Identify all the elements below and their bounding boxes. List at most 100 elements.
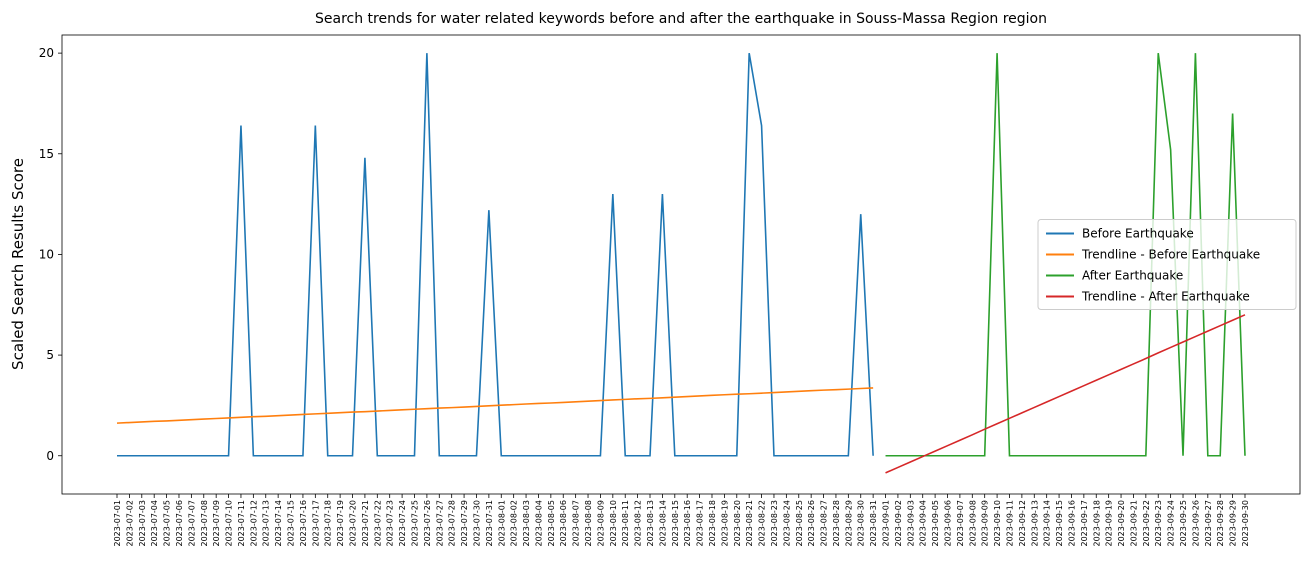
x-tick-label: 2023-08-06 — [559, 500, 568, 547]
x-tick-label: 2023-09-18 — [1092, 500, 1101, 547]
plot-frame — [61, 34, 1301, 495]
x-tick-label: 2023-07-04 — [150, 500, 159, 547]
x-tick-label: 2023-07-26 — [423, 500, 432, 547]
x-tick-label: 2023-09-07 — [956, 500, 965, 547]
x-tick-label: 2023-08-11 — [621, 500, 630, 547]
x-tick-label: 2023-08-10 — [609, 500, 618, 547]
x-tick-label: 2023-07-28 — [448, 500, 457, 547]
legend-label: Trendline - Before Earthquake — [1081, 248, 1260, 262]
x-tick-label: 2023-08-14 — [658, 500, 667, 547]
x-tick-label: 2023-07-24 — [398, 500, 407, 547]
y-tick-label: 15 — [39, 147, 54, 161]
x-tick-label: 2023-08-30 — [857, 500, 866, 547]
legend-label: After Earthquake — [1082, 269, 1183, 283]
x-tick-label: 2023-07-27 — [435, 500, 444, 547]
x-tick-label: 2023-09-20 — [1117, 500, 1126, 547]
x-tick-label: 2023-08-17 — [696, 500, 705, 547]
legend: Before Earthquake Trendline - Before Eart… — [1037, 219, 1297, 310]
x-tick-label: 2023-08-01 — [497, 500, 506, 547]
x-tick-label: 2023-07-01 — [113, 500, 122, 547]
x-tick-label: 2023-07-14 — [274, 500, 283, 547]
x-tick-label: 2023-09-09 — [981, 500, 990, 547]
x-tick-label: 2023-07-06 — [175, 500, 184, 547]
x-tick-label: 2023-09-29 — [1229, 500, 1238, 547]
x-tick-label: 2023-09-03 — [906, 500, 915, 547]
x-tick-label: 2023-08-18 — [708, 500, 717, 547]
x-tick-label: 2023-07-23 — [386, 500, 395, 547]
x-tick-label: 2023-07-19 — [336, 500, 345, 547]
x-tick-label: 2023-09-11 — [1005, 500, 1014, 547]
x-tick-label: 2023-07-30 — [472, 500, 481, 547]
x-tick-label: 2023-07-31 — [485, 500, 494, 547]
x-tick-label: 2023-08-03 — [522, 500, 531, 547]
x-tick-label: 2023-07-10 — [225, 500, 234, 547]
x-tick-label: 2023-07-21 — [361, 500, 370, 547]
x-tick-label: 2023-09-06 — [944, 500, 953, 547]
x-tick-label: 2023-09-28 — [1216, 500, 1225, 547]
x-tick-label: 2023-08-27 — [820, 500, 829, 547]
x-tick-label: 2023-07-05 — [163, 500, 172, 547]
x-tick-label: 2023-09-21 — [1129, 500, 1138, 547]
x-tick-label: 2023-09-16 — [1067, 500, 1076, 547]
x-tick-label: 2023-08-05 — [547, 500, 556, 547]
series-line — [885, 314, 1246, 474]
x-tick-label: 2023-07-29 — [460, 500, 469, 547]
y-tick-label: 20 — [39, 46, 54, 60]
x-tick-label: 2023-08-09 — [596, 500, 605, 547]
x-tick-label: 2023-07-16 — [299, 500, 308, 547]
legend-label: Before Earthquake — [1082, 227, 1194, 241]
x-tick-label: 2023-08-15 — [671, 500, 680, 547]
x-tick-label: 2023-08-13 — [646, 500, 655, 547]
x-tick-label: 2023-08-20 — [733, 500, 742, 547]
x-tick-label: 2023-08-16 — [683, 500, 692, 547]
y-axis-label: Scaled Search Results Score — [9, 158, 27, 370]
x-tick-label: 2023-09-13 — [1030, 500, 1039, 547]
x-tick-label: 2023-07-15 — [287, 500, 296, 547]
x-tick-label: 2023-09-08 — [968, 500, 977, 547]
x-tick-label: 2023-07-02 — [125, 500, 134, 547]
x-tick-label: 2023-07-07 — [187, 500, 196, 547]
legend-label: Trendline - After Earthquake — [1081, 290, 1250, 304]
x-tick-label: 2023-09-17 — [1080, 500, 1089, 547]
x-tick-label: 2023-07-03 — [138, 500, 147, 547]
y-tick-label: 5 — [46, 348, 54, 362]
x-tick-label: 2023-09-27 — [1204, 500, 1213, 547]
x-tick-label: 2023-08-24 — [782, 500, 791, 547]
x-tick-label: 2023-09-04 — [919, 500, 928, 547]
x-tick-label: 2023-09-19 — [1105, 500, 1114, 547]
x-tick-label: 2023-08-22 — [758, 500, 767, 547]
x-tick-label: 2023-07-18 — [324, 500, 333, 547]
x-tick-label: 2023-07-25 — [410, 500, 419, 547]
x-tick-label: 2023-08-04 — [534, 500, 543, 547]
x-tick-label: 2023-08-08 — [584, 500, 593, 547]
x-tick-label: 2023-09-23 — [1154, 500, 1163, 547]
x-tick-label: 2023-07-08 — [200, 500, 209, 547]
x-tick-label: 2023-09-24 — [1167, 500, 1176, 547]
x-tick-label: 2023-08-26 — [807, 500, 816, 547]
y-tick-label: 10 — [39, 247, 54, 261]
x-tick-label: 2023-08-29 — [844, 500, 853, 547]
legend-box — [1037, 219, 1297, 310]
x-tick-label: 2023-09-15 — [1055, 500, 1064, 547]
series-line — [885, 53, 1246, 457]
x-tick-label: 2023-09-30 — [1241, 500, 1250, 547]
x-tick-label: 2023-09-26 — [1191, 500, 1200, 547]
x-tick-label: 2023-07-12 — [249, 500, 258, 547]
x-tick-label: 2023-08-28 — [832, 500, 841, 547]
x-tick-label: 2023-08-25 — [795, 500, 804, 547]
x-tick-label: 2023-08-31 — [869, 500, 878, 547]
x-tick-label: 2023-09-10 — [993, 500, 1002, 547]
x-tick-label: 2023-09-05 — [931, 500, 940, 547]
x-tick-label: 2023-09-02 — [894, 500, 903, 547]
y-tick-label: 0 — [46, 449, 54, 463]
x-tick-label: 2023-09-22 — [1142, 500, 1151, 547]
x-tick-label: 2023-08-23 — [770, 500, 779, 547]
x-tick-label: 2023-07-20 — [349, 500, 358, 547]
series-line — [117, 52, 874, 457]
x-tick-label: 2023-07-09 — [212, 500, 221, 547]
x-tick-label: 2023-07-13 — [262, 500, 271, 547]
x-tick-label: 2023-08-07 — [572, 500, 581, 547]
x-tick-label: 2023-07-22 — [373, 500, 382, 547]
x-tick-label: 2023-09-25 — [1179, 500, 1188, 547]
